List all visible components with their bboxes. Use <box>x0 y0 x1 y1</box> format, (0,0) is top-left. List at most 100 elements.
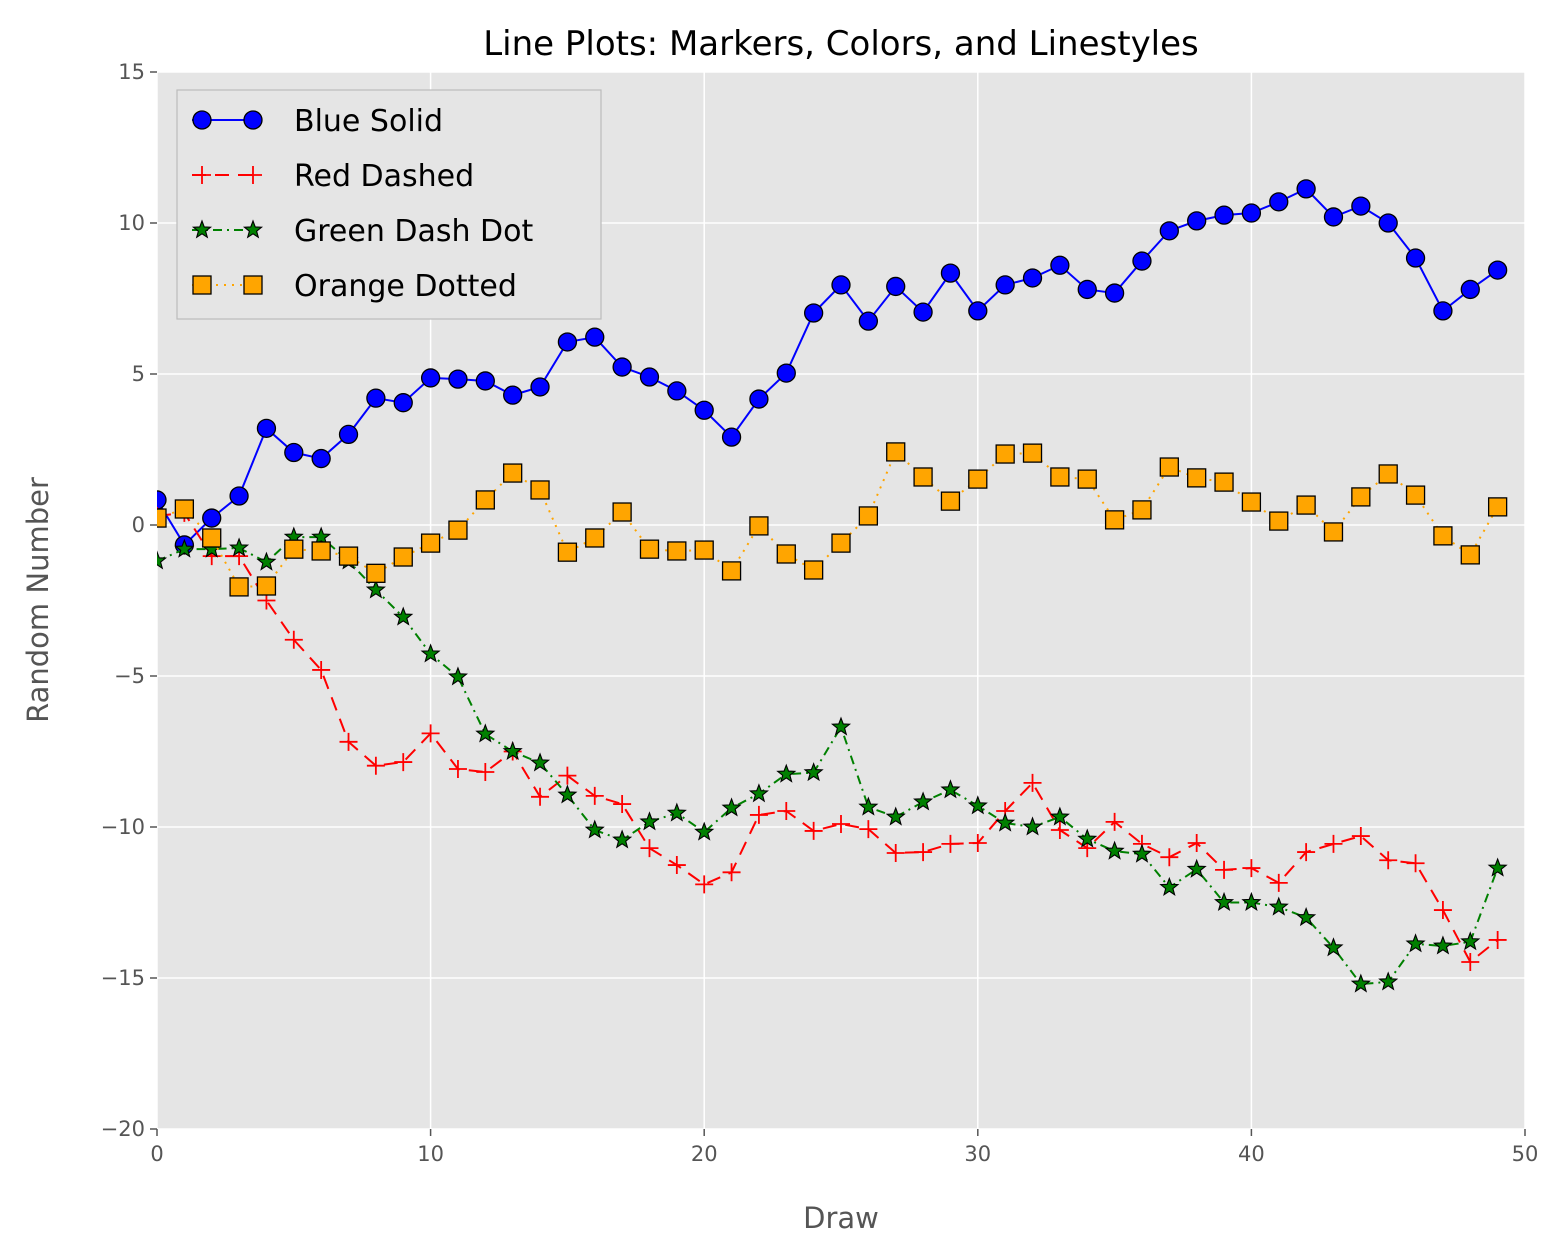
data-point-star <box>666 802 687 822</box>
data-point-square <box>1241 492 1262 512</box>
data-point-star <box>1296 907 1317 927</box>
data-point-circle <box>448 369 468 389</box>
data-point-star <box>1378 971 1399 991</box>
data-point-square <box>803 560 824 580</box>
data-point-star <box>393 606 414 626</box>
data-point-circle <box>284 442 304 463</box>
data-point-square <box>858 506 879 526</box>
data-point-circle <box>694 400 714 420</box>
data-point-square <box>968 469 988 489</box>
legend-marker <box>192 110 212 130</box>
data-point-square <box>1405 485 1426 505</box>
data-point-plus <box>1050 821 1069 840</box>
data-point-circle <box>585 327 605 347</box>
y-tick-label: 0 <box>132 513 145 537</box>
data-point-circle <box>557 332 578 352</box>
data-point-square <box>157 508 167 528</box>
data-point-plus <box>1187 834 1206 853</box>
x-tick-label: 40 <box>1238 1142 1265 1166</box>
data-point-star <box>557 784 578 804</box>
x-tick-label: 10 <box>417 1142 444 1166</box>
legend-entry: Red Dashed <box>192 159 474 194</box>
x-tick-label: 30 <box>964 1142 991 1166</box>
data-point-square <box>448 520 468 540</box>
data-point-star <box>1405 933 1426 953</box>
data-point-plus <box>722 863 741 882</box>
data-point-circle <box>612 357 632 377</box>
data-point-plus <box>1379 851 1398 870</box>
legend-label: Red Dashed <box>294 159 474 194</box>
axes: 0 10 20 30 40 50 −20 −15 −10 −5 0 5 10 15 <box>101 60 1539 1166</box>
y-tick-label: 10 <box>118 211 145 235</box>
data-point-square <box>174 499 195 519</box>
data-point-star <box>1241 891 1262 912</box>
data-point-square <box>1351 487 1371 507</box>
data-point-plus <box>1215 860 1234 879</box>
x-tick-label: 20 <box>691 1142 718 1166</box>
data-point-star <box>1460 931 1481 951</box>
legend-label: Green Dash Dot <box>294 214 534 249</box>
y-tick-label: −10 <box>101 815 145 839</box>
data-point-star <box>1049 806 1070 826</box>
data-point-plus <box>1324 834 1343 853</box>
legend-marker <box>193 166 211 184</box>
data-point-star <box>639 811 660 831</box>
legend-marker <box>192 275 212 295</box>
y-tick-label: −5 <box>114 664 145 688</box>
data-point-circle <box>530 377 550 397</box>
data-point-square <box>612 502 632 522</box>
data-point-circle <box>1296 179 1316 199</box>
data-point-star <box>1213 891 1235 912</box>
data-point-square <box>1159 457 1179 477</box>
data-point-plus <box>941 834 960 853</box>
y-axis-label: Random Number <box>21 477 55 723</box>
data-point-star <box>502 740 523 761</box>
legend: Blue Solid Red Dashed Green Dash Dot Orange… <box>176 89 602 320</box>
data-point-circle <box>1269 192 1289 212</box>
data-point-plus <box>886 843 905 862</box>
data-point-square <box>338 546 359 566</box>
data-point-star <box>694 821 715 841</box>
data-point-square <box>229 577 249 597</box>
grid <box>156 71 1526 1130</box>
data-point-star <box>1186 858 1207 878</box>
data-point-square <box>1104 510 1125 530</box>
data-point-square <box>667 541 687 561</box>
data-point-star <box>1077 828 1098 848</box>
data-point-star <box>940 779 961 799</box>
data-point-star <box>475 723 496 743</box>
data-point-circle <box>1241 203 1262 223</box>
data-point-circle <box>366 388 386 408</box>
legend-marker <box>243 275 263 295</box>
legend-marker <box>242 219 264 239</box>
data-point-circle <box>1460 279 1480 300</box>
chart-title: Line Plots: Markers, Colors, and Linesty… <box>483 24 1199 64</box>
data-point-plus <box>1269 873 1288 892</box>
data-point-circle <box>202 508 222 528</box>
data-point-plus <box>777 801 796 820</box>
data-point-circle <box>420 368 441 388</box>
data-point-star <box>967 795 988 815</box>
data-point-circle <box>1159 221 1179 241</box>
legend-label: Blue Solid <box>294 104 443 139</box>
data-point-plus <box>1461 952 1480 971</box>
legend-entry: Orange Dotted <box>192 269 517 304</box>
data-point-plus <box>968 834 987 853</box>
data-point-square <box>913 467 933 487</box>
data-point-circle <box>1104 283 1125 303</box>
data-point-circle <box>1433 301 1453 321</box>
data-point-star <box>1022 816 1043 836</box>
data-point-circle <box>475 371 495 391</box>
data-point-square <box>202 528 222 548</box>
data-point-circle <box>1405 248 1426 268</box>
data-point-square <box>503 463 523 483</box>
data-point-square <box>1487 497 1508 517</box>
data-point-star <box>311 526 332 546</box>
data-point-star <box>256 551 277 571</box>
data-point-plus <box>394 753 413 772</box>
legend-marker <box>191 219 213 239</box>
data-point-circle <box>1351 196 1371 216</box>
series-blue-solid <box>157 179 1508 555</box>
data-point-plus <box>476 763 495 782</box>
